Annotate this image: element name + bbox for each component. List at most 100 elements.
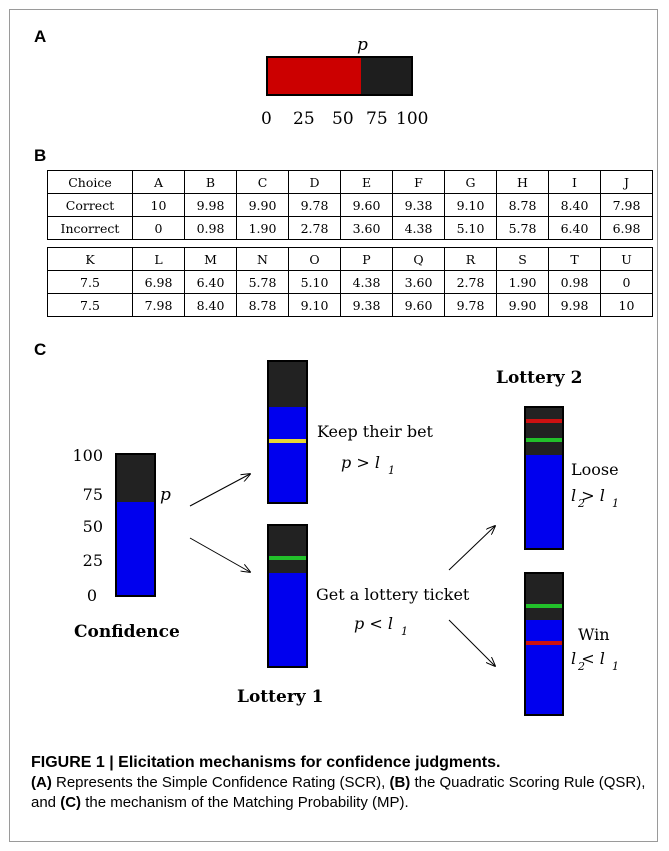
confidence-p-label: p bbox=[160, 485, 171, 505]
table-cell: 9.78 bbox=[288, 193, 341, 217]
table-cell: K bbox=[47, 247, 133, 271]
table-cell: 9.10 bbox=[288, 293, 341, 317]
loose-sub-a: 2 bbox=[577, 497, 585, 510]
table-cell: 9.98 bbox=[184, 193, 237, 217]
table-cell: 1.90 bbox=[236, 216, 289, 240]
table-cell: 10 bbox=[600, 293, 653, 317]
table-cell: 2.78 bbox=[288, 216, 341, 240]
scale-tick-75: 75 bbox=[366, 109, 388, 129]
table-cell: 9.38 bbox=[340, 293, 393, 317]
table-cell: U bbox=[600, 247, 653, 271]
loose-condition: l > l bbox=[571, 486, 605, 505]
lottery2-label: Lottery 2 bbox=[496, 368, 582, 388]
keep-bet-condition: p > l bbox=[341, 453, 380, 472]
caption-text-b: the Quadratic Scoring Rule (QSR), and bbox=[31, 774, 646, 811]
confidence-label: Confidence bbox=[74, 622, 180, 642]
table-cell: 8.78 bbox=[236, 293, 289, 317]
panel-a-label: A bbox=[34, 27, 47, 46]
table-cell: 2.78 bbox=[444, 270, 497, 294]
figure-frame bbox=[9, 9, 658, 842]
table-cell: 5.78 bbox=[496, 216, 549, 240]
arrow-to-keep bbox=[189, 474, 250, 507]
table-cell: 0.98 bbox=[184, 216, 237, 240]
table-cell: N bbox=[236, 247, 289, 271]
loose-label: Loose bbox=[571, 460, 619, 479]
table-cell: 0 bbox=[132, 216, 185, 240]
arrow-to-lottery bbox=[189, 537, 250, 572]
scr-slider-bar[interactable] bbox=[266, 56, 413, 96]
confidence-tick-0: 0 bbox=[87, 586, 97, 605]
confidence-tick-75: 75 bbox=[83, 485, 103, 504]
table-cell: 6.40 bbox=[184, 270, 237, 294]
table-cell: 0 bbox=[600, 270, 653, 294]
qsr-table-bottom: K L M N O P Q R S T U 7.5 6.98 6.40 5.78… bbox=[47, 247, 653, 317]
win-sub-b: 1 bbox=[612, 660, 619, 673]
confidence-tick-25: 25 bbox=[83, 551, 103, 570]
ticket-cond-subscript: 1 bbox=[401, 625, 408, 638]
table-cell: 6.98 bbox=[600, 216, 653, 240]
scale-tick-50: 50 bbox=[332, 109, 354, 129]
lottery1-bar bbox=[267, 524, 308, 668]
arrow-to-loose bbox=[448, 526, 495, 571]
table-cell: 9.10 bbox=[444, 193, 497, 217]
keep-bet-label: Keep their bet bbox=[317, 422, 434, 441]
table-row: 7.5 7.98 8.40 8.78 9.10 9.38 9.60 9.78 9… bbox=[47, 293, 653, 317]
caption-title: FIGURE 1 | Elicitation mechanisms for co… bbox=[31, 754, 501, 771]
table-cell: 7.98 bbox=[132, 293, 185, 317]
confidence-bar bbox=[115, 453, 156, 597]
table-row: 7.5 6.98 6.40 5.78 5.10 4.38 3.60 2.78 1… bbox=[47, 270, 653, 294]
keep-cond-subscript: 1 bbox=[388, 464, 395, 477]
table-cell: 9.78 bbox=[444, 293, 497, 317]
table-cell: 9.90 bbox=[236, 193, 289, 217]
caption-tag-c: (C) bbox=[60, 794, 82, 811]
scale-tick-0: 0 bbox=[261, 109, 272, 129]
p-marker-label: p bbox=[357, 35, 368, 55]
table-header-row: K L M N O P Q R S T U bbox=[47, 247, 653, 271]
table-cell: 6.40 bbox=[548, 216, 601, 240]
win-sub-a: 2 bbox=[577, 660, 585, 673]
lottery-ticket-label: Get a lottery ticket bbox=[316, 585, 470, 604]
mp-diagram: 100 75 50 25 0 p Confidence Keep their b… bbox=[72, 360, 619, 716]
lottery2-loose-bar bbox=[524, 406, 564, 550]
table-cell: 8.40 bbox=[184, 293, 237, 317]
table-cell: C bbox=[236, 170, 289, 194]
panel-c-label: C bbox=[34, 340, 47, 359]
table-cell: 7.5 bbox=[47, 293, 133, 317]
caption-tag-b: (B) bbox=[389, 774, 411, 791]
figure-caption: FIGURE 1 | Elicitation mechanisms for co… bbox=[31, 753, 646, 813]
win-condition: l < l bbox=[571, 649, 605, 668]
table-cell: 8.78 bbox=[496, 193, 549, 217]
table-cell: 5.10 bbox=[444, 216, 497, 240]
arrow-to-win bbox=[448, 619, 495, 666]
table-cell: 9.60 bbox=[392, 293, 445, 317]
table-cell: 0.98 bbox=[548, 270, 601, 294]
caption-body: (A) Represents the Simple Confidence Rat… bbox=[31, 773, 646, 813]
scale-tick-25: 25 bbox=[293, 109, 315, 129]
table-row: Incorrect 0 0.98 1.90 2.78 3.60 4.38 5.1… bbox=[47, 216, 653, 240]
table-cell: 4.38 bbox=[392, 216, 445, 240]
table-cell: 10 bbox=[132, 193, 185, 217]
lottery2-win-bar bbox=[524, 572, 564, 716]
table-cell: Correct bbox=[47, 193, 133, 217]
loose-sub-b: 1 bbox=[612, 497, 619, 510]
table-cell: G bbox=[444, 170, 497, 194]
table-cell: 5.78 bbox=[236, 270, 289, 294]
qsr-table-top: Choice A B C D E F G H I J Correct 10 9.… bbox=[47, 170, 653, 240]
table-header-row: Choice A B C D E F G H I J bbox=[47, 170, 653, 194]
confidence-tick-100: 100 bbox=[72, 446, 103, 465]
win-label: Win bbox=[578, 625, 610, 644]
table-cell: 9.98 bbox=[548, 293, 601, 317]
caption-tag-a: (A) bbox=[31, 774, 52, 791]
lottery-ticket-condition: p < l bbox=[354, 614, 393, 633]
table-row: Correct 10 9.98 9.90 9.78 9.60 9.38 9.10… bbox=[47, 193, 653, 217]
lottery1-label: Lottery 1 bbox=[237, 687, 323, 707]
scale-tick-100: 100 bbox=[396, 109, 429, 129]
table-cell: 4.38 bbox=[340, 270, 393, 294]
table-cell: 3.60 bbox=[340, 216, 393, 240]
keep-bet-bar bbox=[267, 360, 308, 504]
caption-text-c: the mechanism of the Matching Probabilit… bbox=[81, 794, 409, 811]
table-cell: H bbox=[496, 170, 549, 194]
caption-text-a: Represents the Simple Confidence Rating … bbox=[51, 774, 390, 791]
scr-slider-fill bbox=[268, 58, 361, 94]
table-cell: M bbox=[184, 247, 237, 271]
